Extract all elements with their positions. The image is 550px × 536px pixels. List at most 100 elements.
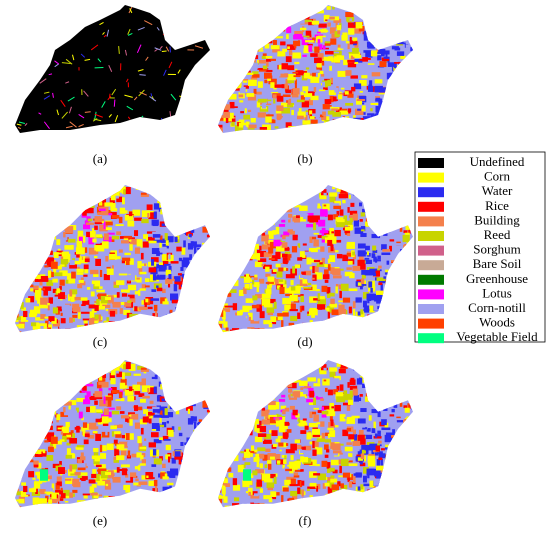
map-patch: [387, 450, 397, 457]
map-patch: [189, 191, 193, 199]
map-patch: [324, 41, 330, 44]
map-patch: [192, 454, 201, 462]
map-patch: [255, 469, 264, 474]
map-patch: [96, 299, 100, 307]
map-patch: [15, 308, 17, 311]
map-patch: [397, 444, 407, 451]
map-patch: [65, 454, 73, 459]
map-patch: [147, 213, 150, 218]
map-patch: [63, 489, 70, 497]
map-patch: [247, 242, 253, 248]
map-patch: [175, 307, 183, 313]
map-streak: [52, 41, 56, 48]
map-patch: [309, 411, 313, 418]
map-streak: [144, 20, 153, 26]
map-patch: [253, 277, 258, 281]
map-streak: [52, 92, 54, 98]
map-patch: [285, 274, 295, 279]
map-patch: [120, 240, 130, 244]
map-patch: [124, 214, 134, 221]
map-patch: [116, 455, 125, 461]
map-patch: [251, 366, 259, 372]
map-streak: [68, 106, 72, 114]
map-patch: [59, 496, 64, 503]
map-patch: [174, 276, 181, 282]
map-patch: [302, 54, 307, 57]
map-patch: [250, 494, 260, 499]
map-patch: [350, 7, 358, 12]
map-patch: [339, 326, 345, 331]
map-patch: [341, 49, 349, 56]
map-patch: [240, 508, 249, 511]
map-patch: [30, 427, 35, 433]
map-patch: [390, 190, 399, 195]
map-patch: [378, 378, 385, 384]
map-patch: [241, 61, 245, 67]
map-patch: [68, 204, 77, 207]
map-patch: [86, 406, 90, 413]
map-patch: [287, 65, 295, 71]
map-patch: [128, 414, 132, 417]
map-patch: [134, 217, 142, 221]
map-patch: [259, 212, 268, 215]
map-patch: [250, 374, 255, 377]
map-patch: [270, 82, 275, 89]
map-patch: [52, 200, 57, 204]
legend-label: Reed: [484, 227, 511, 242]
map-patch: [405, 508, 414, 510]
map-patch: [378, 265, 382, 269]
map-patch: [181, 217, 188, 220]
map-panel: [15, 185, 210, 333]
map-patch: [30, 369, 33, 373]
map-patch: [326, 462, 331, 469]
map-patch: [344, 91, 349, 95]
map-patch: [254, 23, 261, 27]
map-patch: [332, 267, 340, 270]
map-patch: [289, 50, 293, 56]
map-patch: [329, 227, 334, 235]
map-patch: [312, 37, 316, 41]
map-patch: [323, 379, 327, 382]
map-patch: [393, 466, 400, 473]
map-patch: [232, 48, 239, 54]
map-patch: [369, 197, 373, 202]
map-patch: [225, 117, 229, 124]
map-patch: [395, 114, 398, 118]
map-patch: [15, 298, 18, 300]
map-patch: [282, 288, 292, 294]
map-patch: [141, 284, 147, 291]
map-patch: [157, 361, 166, 365]
map-patch: [206, 258, 210, 263]
map-patch: [186, 299, 192, 303]
map-patch: [394, 88, 401, 93]
map-patch: [309, 390, 315, 398]
map-patch: [302, 16, 310, 20]
map-patch: [68, 410, 78, 418]
map-patch: [384, 272, 392, 275]
map-patch: [399, 195, 408, 201]
map-patch: [292, 71, 299, 74]
map-patch: [150, 371, 155, 377]
map-patch: [91, 507, 100, 512]
map-patch: [408, 418, 411, 424]
map-patch: [254, 418, 259, 425]
map-patch: [145, 472, 154, 480]
map-patch: [37, 296, 43, 304]
map-patch: [332, 119, 339, 124]
map-patch: [323, 87, 328, 90]
map-patch: [30, 233, 37, 239]
map-patch: [338, 368, 346, 374]
panel-label: (e): [93, 513, 107, 528]
map-patch: [362, 292, 370, 299]
map-patch: [321, 227, 326, 234]
map-patch: [356, 378, 363, 385]
map-patch: [129, 419, 133, 426]
map-patch: [223, 308, 231, 312]
map-patch: [347, 207, 350, 213]
map-patch: [256, 253, 261, 261]
map-patch: [378, 507, 382, 508]
map-patch: [269, 20, 273, 24]
map-patch: [20, 490, 27, 496]
map-patch: [243, 229, 250, 234]
map-patch: [137, 325, 144, 331]
